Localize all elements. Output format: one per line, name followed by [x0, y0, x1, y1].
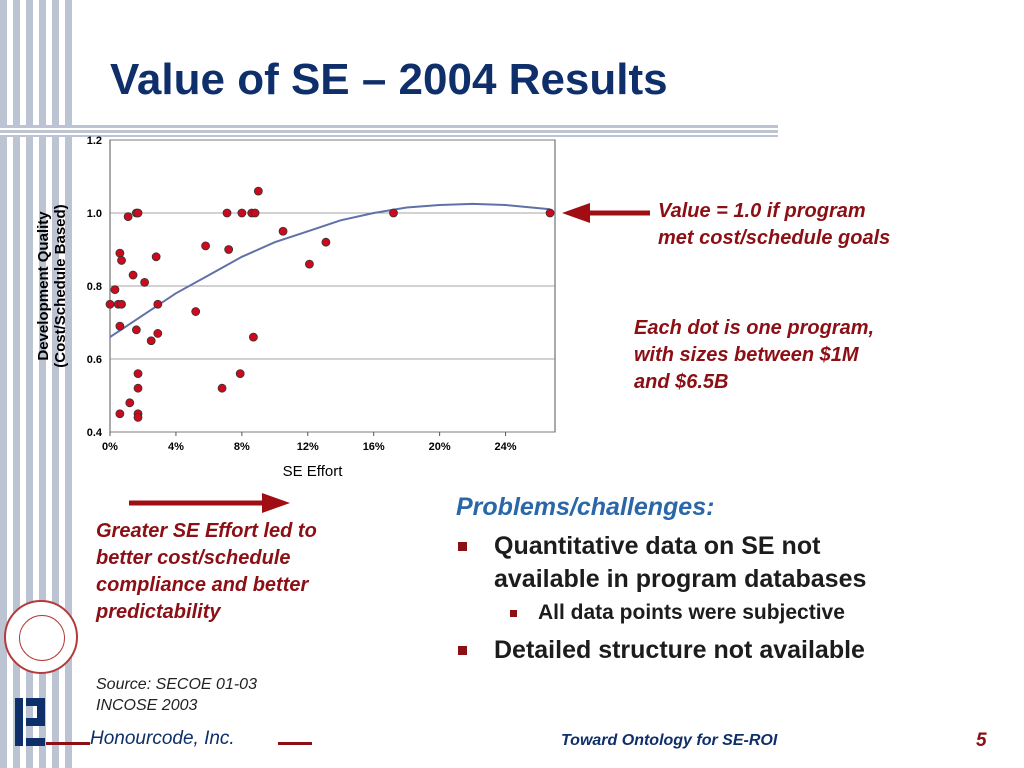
- data-point: [201, 241, 210, 251]
- data-point: [250, 208, 260, 218]
- callout-effort-line: predictability: [96, 601, 221, 623]
- plot-area: 0.4 0.6 0.8 1.0 1.2 0% 4% 8% 12% 16% 20% 24% SE Effo…: [35, 135, 556, 480]
- x-axis-label: SE Effort: [283, 463, 344, 480]
- callout-value: Value = 1.0 if program met cost/schedule…: [658, 198, 890, 252]
- value-arrow-icon: [562, 203, 650, 223]
- bullet-line: available in program databases: [494, 565, 867, 593]
- bullet-square-icon: [510, 610, 517, 617]
- data-point: [133, 412, 143, 422]
- callout-value-line: met cost/schedule goals: [658, 227, 891, 249]
- company-name: Honourcode, Inc.: [90, 728, 235, 749]
- bullet-line: Detailed structure not available: [494, 636, 865, 664]
- callout-dots-line: Each dot is one program,: [634, 317, 875, 339]
- data-point: [131, 325, 141, 335]
- source-citation: Source: SECOE 01-03 INCOSE 2003: [96, 674, 257, 716]
- y-axis-label-line: Development Quality: [35, 211, 52, 361]
- callout-effort-line: compliance and better: [96, 574, 309, 596]
- source-line: Source: SECOE 01-03: [96, 676, 257, 693]
- data-point: [545, 208, 555, 218]
- y-tick-label: 1.2: [87, 135, 102, 147]
- trendline: [109, 202, 551, 338]
- x-tick-label: 20%: [429, 441, 451, 453]
- x-tick-label: 12%: [297, 441, 319, 453]
- data-point: [237, 208, 247, 218]
- data-point: [321, 237, 331, 247]
- data-point: [253, 186, 263, 196]
- company-underline-left: [46, 742, 90, 745]
- data-point: [217, 383, 227, 393]
- problems-heading: Problems/challenges:: [456, 493, 715, 521]
- data-point: [224, 245, 234, 254]
- company-logo-icon: [15, 698, 45, 746]
- y-tick-label: 0.6: [87, 354, 102, 366]
- bullet-detailed-structure: Detailed structure not available: [456, 634, 1016, 667]
- callout-dots-line: and $6.5B: [634, 371, 729, 393]
- source-line: INCOSE 2003: [96, 697, 198, 714]
- company-underline-right: [278, 742, 312, 745]
- scatter-chart: 0.4 0.6 0.8 1.0 1.2 0% 4% 8% 12% 16% 20% 24% SE Effo…: [35, 135, 556, 480]
- data-point: [123, 212, 133, 222]
- data-point: [153, 299, 163, 309]
- x-tick-label: 4%: [168, 441, 184, 453]
- y-axis-label-line: (Cost/Schedule Based): [52, 204, 69, 367]
- bullet-line: Quantitative data on SE not: [494, 532, 821, 560]
- data-point: [305, 259, 314, 269]
- data-point: [110, 285, 120, 295]
- callout-effort-line: Greater SE Effort led to: [96, 520, 317, 542]
- bullet-square-icon: [458, 542, 467, 551]
- callout-dots: Each dot is one program, with sizes betw…: [634, 315, 874, 396]
- problems-section: Problems/challenges: Quantitative data o…: [456, 493, 1016, 667]
- data-point: [133, 208, 143, 218]
- data-point: [105, 299, 115, 309]
- data-point: [117, 299, 126, 309]
- bullet-quantitative-data: Quantitative data on SE not available in…: [456, 530, 1016, 596]
- data-point: [125, 398, 135, 408]
- y-tick-label: 0.8: [87, 281, 102, 293]
- sub-bullet-text: All data points were subjective: [538, 601, 845, 624]
- x-tick-label: 16%: [363, 441, 385, 453]
- data-point: [191, 307, 201, 316]
- callout-value-line: Value = 1.0 if program: [658, 200, 866, 222]
- data-point: [133, 369, 143, 379]
- bullet-square-icon: [458, 646, 467, 655]
- mit-seal-logo: [4, 600, 78, 674]
- data-point: [151, 252, 161, 262]
- data-point: [153, 329, 163, 338]
- data-point: [222, 208, 232, 218]
- data-point: [140, 277, 150, 287]
- title-underline-decoration: [0, 125, 778, 137]
- footer-title: Toward Ontology for SE-ROI: [561, 732, 778, 749]
- data-point: [278, 226, 288, 236]
- data-point: [248, 332, 258, 342]
- data-point: [146, 336, 156, 346]
- data-point: [389, 208, 398, 218]
- data-point: [128, 270, 138, 280]
- y-tick-label: 1.0: [87, 208, 102, 220]
- y-axis-label: Development Quality(Cost/Schedule Based): [35, 204, 69, 367]
- effort-arrow-icon: [129, 493, 290, 513]
- data-point: [117, 256, 126, 265]
- data-point: [235, 369, 245, 379]
- sub-bullet-subjective: All data points were subjective: [456, 596, 1016, 630]
- callout-dots-line: with sizes between $1M: [634, 344, 859, 366]
- data-point: [133, 383, 143, 393]
- data-point: [115, 409, 125, 419]
- data-point: [115, 248, 125, 258]
- x-tick-label: 8%: [234, 441, 250, 453]
- slide-title: Value of SE – 2004 Results: [110, 55, 668, 104]
- x-tick-label: 24%: [495, 441, 517, 453]
- callout-effort: Greater SE Effort led to better cost/sch…: [96, 518, 317, 626]
- data-point: [115, 321, 125, 331]
- y-tick-label: 0.4: [87, 427, 103, 439]
- page-number: 5: [976, 730, 987, 751]
- x-tick-label: 0%: [102, 441, 118, 453]
- callout-effort-line: better cost/schedule: [96, 547, 291, 569]
